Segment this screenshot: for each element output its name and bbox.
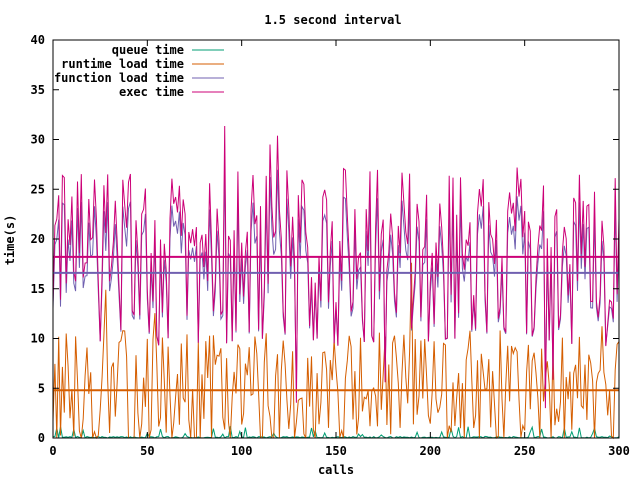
x-tick-label: 100 xyxy=(231,444,253,458)
x-tick-label: 150 xyxy=(325,444,347,458)
y-tick-label: 0 xyxy=(38,431,45,445)
x-axis-label: calls xyxy=(318,463,354,477)
y-tick-label: 25 xyxy=(31,182,45,196)
x-tick-label: 200 xyxy=(419,444,441,458)
legend-label: function load time xyxy=(54,71,184,85)
x-tick-label: 50 xyxy=(140,444,154,458)
x-tick-label: 0 xyxy=(49,444,56,458)
series-line-exec-time xyxy=(52,125,620,409)
chart-title: 1.5 second interval xyxy=(264,13,401,27)
reference-lines xyxy=(53,255,619,392)
legend-label: exec time xyxy=(119,85,184,99)
legend-label: runtime load time xyxy=(61,57,184,71)
legend-label: queue time xyxy=(112,43,184,57)
y-tick-label: 30 xyxy=(31,133,45,147)
series-line-runtime-load-time xyxy=(52,262,620,440)
y-tick-label: 40 xyxy=(31,33,45,47)
y-tick-label: 20 xyxy=(31,232,45,246)
y-tick-label: 15 xyxy=(31,282,45,296)
y-tick-label: 5 xyxy=(38,381,45,395)
x-tick-label: 250 xyxy=(514,444,536,458)
x-axis-ticks: 0 50 100 150 200 250 300 xyxy=(49,40,630,458)
plot-frame xyxy=(52,39,620,439)
y-tick-label: 35 xyxy=(31,83,45,97)
x-tick-label: 300 xyxy=(608,444,630,458)
y-tick-label: 10 xyxy=(31,332,45,346)
y-axis-label: time(s) xyxy=(3,215,17,266)
y-axis-ticks: 0 5 10 15 20 25 30 35 40 xyxy=(31,33,619,445)
